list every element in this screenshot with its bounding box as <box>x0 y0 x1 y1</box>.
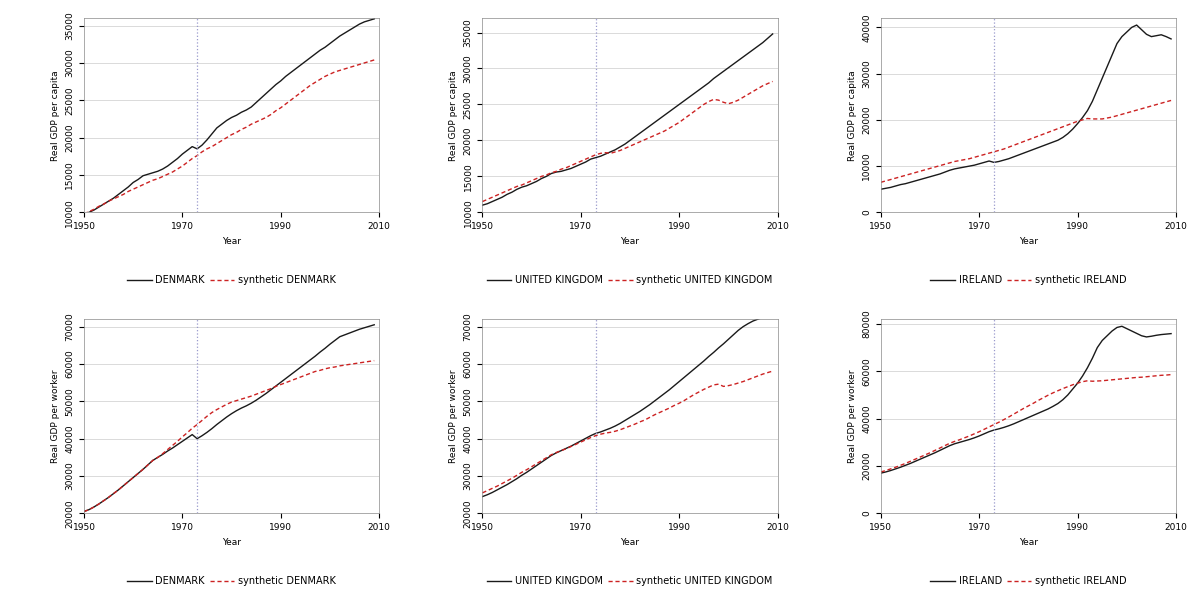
Y-axis label: Real GDP per worker: Real GDP per worker <box>50 370 60 463</box>
Y-axis label: Real GDP per capita: Real GDP per capita <box>50 70 60 161</box>
X-axis label: Year: Year <box>222 237 241 246</box>
X-axis label: Year: Year <box>1019 237 1038 246</box>
Legend: UNITED KINGDOM, synthetic UNITED KINGDOM: UNITED KINGDOM, synthetic UNITED KINGDOM <box>484 271 776 289</box>
Legend: DENMARK, synthetic DENMARK: DENMARK, synthetic DENMARK <box>124 271 340 289</box>
Y-axis label: Real GDP per capita: Real GDP per capita <box>449 70 458 161</box>
X-axis label: Year: Year <box>222 538 241 547</box>
Y-axis label: Real GDP per worker: Real GDP per worker <box>449 370 458 463</box>
X-axis label: Year: Year <box>1019 538 1038 547</box>
X-axis label: Year: Year <box>620 237 640 246</box>
Y-axis label: Real GDP per worker: Real GDP per worker <box>847 370 857 463</box>
Y-axis label: Real GDP per capita: Real GDP per capita <box>847 70 857 161</box>
Legend: UNITED KINGDOM, synthetic UNITED KINGDOM: UNITED KINGDOM, synthetic UNITED KINGDOM <box>484 573 776 590</box>
X-axis label: Year: Year <box>620 538 640 547</box>
Legend: IRELAND, synthetic IRELAND: IRELAND, synthetic IRELAND <box>926 573 1130 590</box>
Legend: DENMARK, synthetic DENMARK: DENMARK, synthetic DENMARK <box>124 573 340 590</box>
Legend: IRELAND, synthetic IRELAND: IRELAND, synthetic IRELAND <box>926 271 1130 289</box>
